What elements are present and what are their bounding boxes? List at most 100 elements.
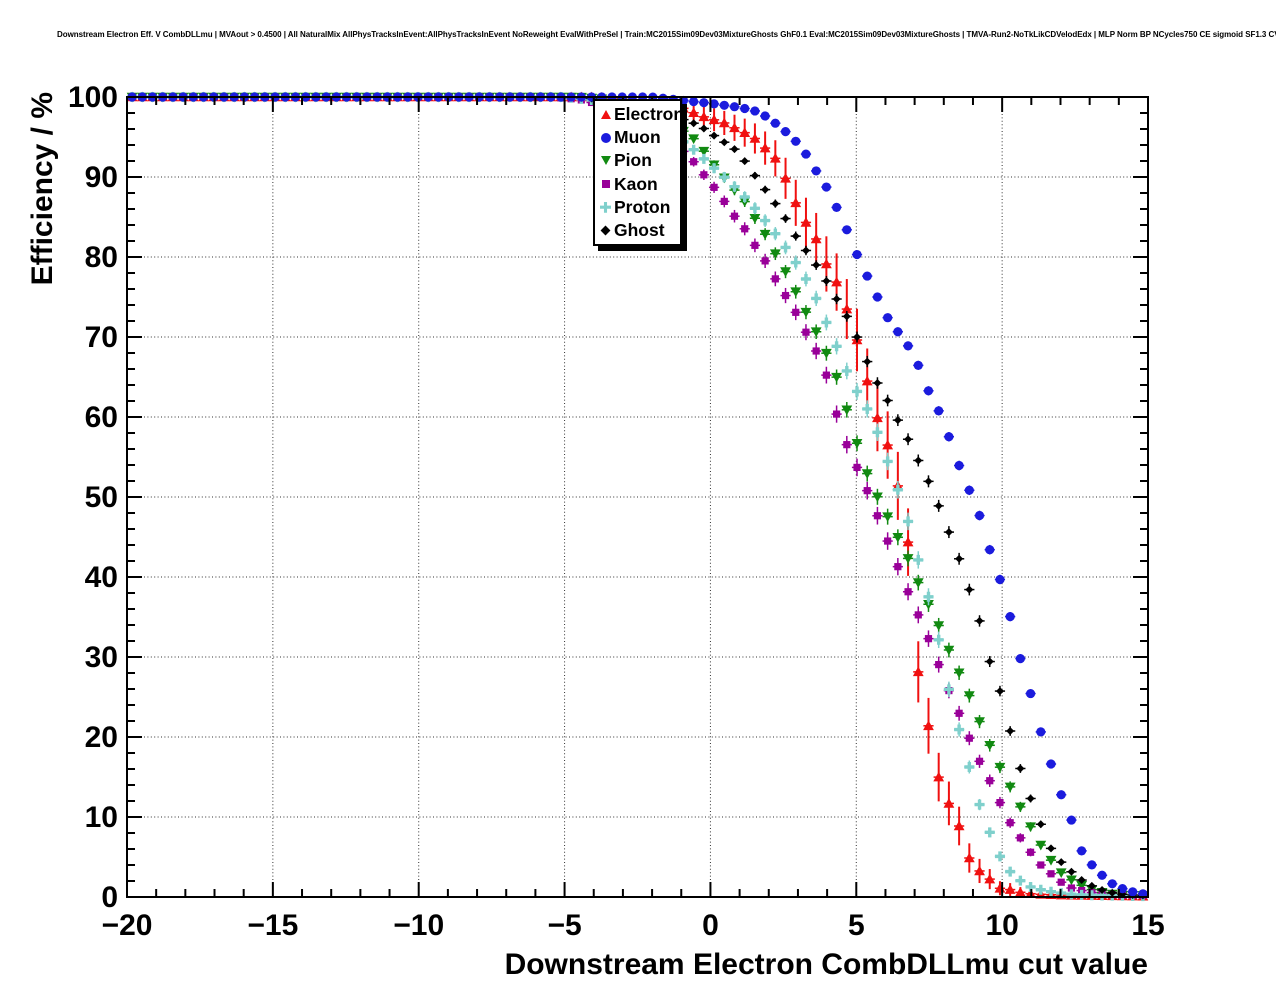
- marker-square: [812, 347, 820, 355]
- marker-cross: [852, 386, 863, 397]
- marker-diamond: [791, 232, 800, 241]
- marker-triangle-down: [810, 327, 822, 338]
- marker-cross: [729, 181, 740, 192]
- y-tick-label: 90: [85, 161, 118, 194]
- marker-diamond: [689, 119, 698, 128]
- legend-label: Kaon: [614, 173, 658, 194]
- marker-cross: [974, 799, 985, 810]
- marker-triangle-up: [912, 666, 924, 677]
- marker-diamond: [699, 124, 708, 133]
- marker-triangle-up: [933, 771, 945, 782]
- marker-triangle-up: [974, 865, 985, 876]
- marker-circle: [842, 225, 852, 235]
- marker-cross: [984, 827, 995, 838]
- marker-square: [1016, 834, 1024, 842]
- marker-diamond: [730, 145, 739, 154]
- marker-cross: [903, 516, 914, 527]
- marker-triangle-down: [780, 267, 791, 277]
- legend-entry-muon: Muon: [599, 127, 680, 149]
- marker-circle: [872, 292, 883, 302]
- marker-square: [822, 371, 830, 379]
- marker-square: [884, 537, 892, 545]
- y-tick-label: 50: [85, 481, 118, 514]
- legend-label: Pion: [614, 150, 652, 171]
- marker-circle: [770, 118, 780, 128]
- marker-triangle-up: [923, 720, 934, 731]
- marker-circle: [1005, 612, 1015, 622]
- marker-triangle-down: [851, 438, 863, 449]
- marker-circle: [821, 182, 831, 192]
- y-tick-label: 30: [85, 641, 118, 674]
- legend-entry-kaon: Kaon: [599, 173, 680, 195]
- diamond-icon: [599, 224, 612, 237]
- marker-square: [1047, 870, 1055, 878]
- marker-square: [843, 441, 851, 449]
- marker-triangle-down: [1014, 802, 1026, 813]
- marker-circle: [923, 386, 934, 396]
- x-tick-label: 10: [985, 909, 1018, 942]
- marker-square: [975, 757, 984, 765]
- marker-circle: [831, 202, 842, 212]
- x-tick-label: 0: [702, 909, 719, 942]
- marker-triangle-up: [902, 536, 914, 547]
- marker-circle: [1087, 860, 1097, 870]
- marker-circle: [1015, 654, 1025, 664]
- marker-diamond: [761, 185, 770, 194]
- marker-diamond: [985, 657, 994, 666]
- x-tick-label: 15: [1131, 909, 1164, 942]
- marker-circle: [893, 327, 903, 337]
- marker-triangle-down: [1025, 822, 1036, 833]
- marker-triangle-up: [688, 107, 700, 118]
- marker-circle: [760, 111, 770, 121]
- marker-square: [741, 225, 749, 233]
- marker-cross: [882, 456, 893, 467]
- marker-diamond: [740, 157, 749, 166]
- marker-triangle-down: [759, 229, 771, 240]
- marker-triangle-up: [749, 133, 761, 143]
- marker-triangle-up: [810, 233, 822, 244]
- marker-diamond: [853, 333, 862, 342]
- marker-triangle-down: [953, 668, 965, 679]
- marker-square: [730, 212, 739, 220]
- marker-diamond: [934, 501, 943, 510]
- x-axis-title: Downstream Electron CombDLLmu cut value: [505, 948, 1148, 981]
- marker-circle: [913, 360, 923, 370]
- marker-cross: [1066, 889, 1077, 900]
- marker-triangle-down: [882, 512, 894, 523]
- marker-diamond: [893, 416, 902, 425]
- marker-circle: [1117, 884, 1128, 894]
- marker-diamond: [801, 246, 810, 255]
- marker-triangle-up: [780, 172, 791, 183]
- marker-cross: [943, 684, 954, 695]
- marker-triangle-down: [912, 578, 924, 588]
- marker-square: [965, 734, 973, 742]
- marker-cross: [770, 228, 781, 239]
- marker-cross: [698, 153, 709, 164]
- legend-label: Muon: [614, 127, 661, 148]
- marker-triangle-down: [749, 213, 761, 224]
- marker-diamond: [710, 131, 719, 140]
- marker-triangle-up: [790, 197, 802, 208]
- marker-cross: [994, 851, 1005, 862]
- marker-triangle-up: [841, 303, 853, 314]
- tick-label-layer: −20 −15 −10 −5 0 5 10 15 0 10 20 30 40 50 60 70 80 90 100: [68, 81, 1165, 942]
- marker-square: [771, 275, 779, 283]
- marker-diamond: [1006, 727, 1015, 735]
- marker-triangle-up: [708, 114, 720, 125]
- marker-square: [924, 635, 933, 643]
- marker-triangle-down: [902, 554, 914, 564]
- marker-triangle-up: [698, 111, 710, 122]
- marker-square: [832, 410, 841, 418]
- y-tick-label: 10: [85, 801, 118, 834]
- marker-circle: [1128, 887, 1138, 897]
- marker-cross: [1097, 890, 1108, 901]
- marker-cross: [1046, 886, 1057, 897]
- legend-entry-pion: Pion: [599, 150, 680, 172]
- marker-cross: [1086, 890, 1097, 901]
- marker-triangle-up: [739, 127, 751, 137]
- marker-diamond: [1047, 844, 1056, 853]
- marker-circle: [699, 98, 709, 108]
- marker-cross: [739, 192, 750, 202]
- marker-cross: [800, 274, 811, 284]
